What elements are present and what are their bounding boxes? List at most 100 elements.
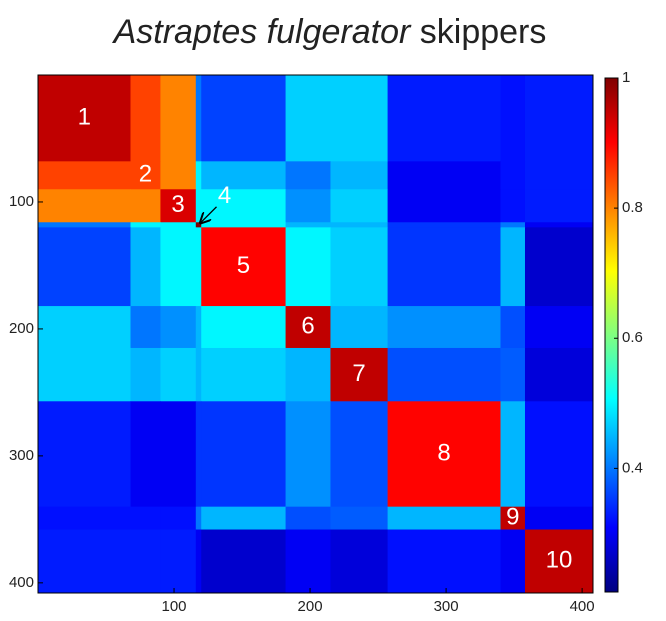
title-rest: skippers [420, 13, 547, 51]
heat-cell [387, 506, 501, 531]
heat-cell [130, 306, 161, 349]
heat-cell [160, 222, 197, 228]
heat-cell [195, 161, 202, 190]
cluster-label: 6 [301, 312, 314, 339]
heat-cell [387, 161, 501, 190]
heat-cell [130, 222, 161, 228]
heat-cell [285, 189, 331, 223]
cluster-label: 8 [437, 439, 450, 466]
heat-cell [195, 506, 202, 531]
heat-cell [500, 529, 526, 594]
y-tick-label: 100 [9, 193, 34, 210]
colorbar-tick-label: 1 [622, 69, 630, 86]
heat-cell [285, 401, 331, 508]
heat-cell [524, 189, 594, 223]
cluster-label: 9 [506, 503, 519, 530]
heat-cell [160, 529, 197, 594]
heat-cell [524, 227, 594, 307]
cluster-label: 7 [352, 360, 365, 387]
heat-cell [201, 227, 287, 307]
heat-cell [38, 189, 131, 223]
heat-cell [330, 227, 389, 307]
heat-cell [524, 506, 594, 531]
heat-cell [195, 227, 202, 307]
heat-cell [500, 227, 526, 307]
heat-cell [195, 401, 202, 508]
heat-cell [285, 161, 331, 190]
heat-cell [330, 222, 389, 228]
heat-cell [195, 75, 202, 162]
heat-cell [38, 306, 131, 349]
heat-cell [160, 306, 197, 349]
cluster-label: 5 [237, 252, 250, 279]
heat-cell [387, 347, 501, 402]
heat-cell [500, 401, 526, 508]
heat-cell [387, 529, 501, 594]
x-tick-label: 400 [570, 598, 595, 615]
heat-cell [130, 161, 161, 190]
heat-cell [524, 401, 594, 508]
heat-cell [524, 75, 594, 162]
heat-cell [201, 222, 287, 228]
heat-cell [285, 222, 331, 228]
heat-cell [38, 222, 131, 228]
heat-cell [500, 506, 526, 531]
heat-cell [201, 347, 287, 402]
heat-cell [201, 161, 287, 190]
heat-cell [500, 75, 526, 162]
heat-cell [500, 306, 526, 349]
heat-cell [285, 529, 331, 594]
heat-cell [38, 401, 131, 508]
heat-cell [285, 75, 331, 162]
colorbar-tick-label: 0.8 [622, 199, 643, 216]
heat-cell [524, 222, 594, 228]
y-tick-label: 400 [9, 574, 34, 591]
heat-cell [130, 227, 161, 307]
heat-cell [285, 306, 331, 349]
heat-cell [500, 161, 526, 190]
cluster-label: 3 [171, 191, 184, 218]
heat-cell [201, 189, 287, 223]
heat-cell [524, 161, 594, 190]
heat-cell [387, 189, 501, 223]
heat-cell [387, 306, 501, 349]
heat-cell [201, 306, 287, 349]
title-species: Astraptes fulgerator [112, 13, 412, 51]
heat-cell [160, 189, 197, 223]
heat-cell [524, 306, 594, 349]
heat-cell [160, 227, 197, 307]
heat-cell [130, 189, 161, 223]
heat-cell [500, 222, 526, 228]
heat-cell [201, 506, 287, 531]
colorbar-tick-label: 0.6 [622, 329, 643, 346]
plot-frame [37, 74, 594, 594]
heat-cell [330, 306, 389, 349]
heat-cell [38, 161, 131, 190]
heat-cell [38, 529, 131, 594]
heat-cell [500, 347, 526, 402]
heat-cell [330, 506, 389, 531]
heat-cell [387, 222, 501, 228]
heat-cell [130, 347, 161, 402]
heat-cell [38, 506, 131, 531]
cluster-arrow [201, 206, 218, 223]
heat-cell [130, 529, 161, 594]
x-tick-label: 200 [298, 598, 323, 615]
heat-cell [160, 506, 197, 531]
heat-cell [387, 401, 501, 508]
heat-cell [38, 347, 131, 402]
heat-cell [285, 347, 331, 402]
heat-cell [195, 306, 202, 349]
heat-cell [330, 189, 389, 223]
x-tick-label: 300 [434, 598, 459, 615]
heat-cell [160, 161, 197, 190]
heat-cell [201, 401, 287, 508]
y-tick-label: 200 [9, 320, 34, 337]
heat-cell [195, 189, 202, 223]
heat-cell [38, 75, 131, 162]
heat-cell [160, 75, 197, 162]
heat-cell [38, 227, 131, 307]
heat-cell [330, 401, 389, 508]
cluster-label: 1 [78, 104, 91, 131]
